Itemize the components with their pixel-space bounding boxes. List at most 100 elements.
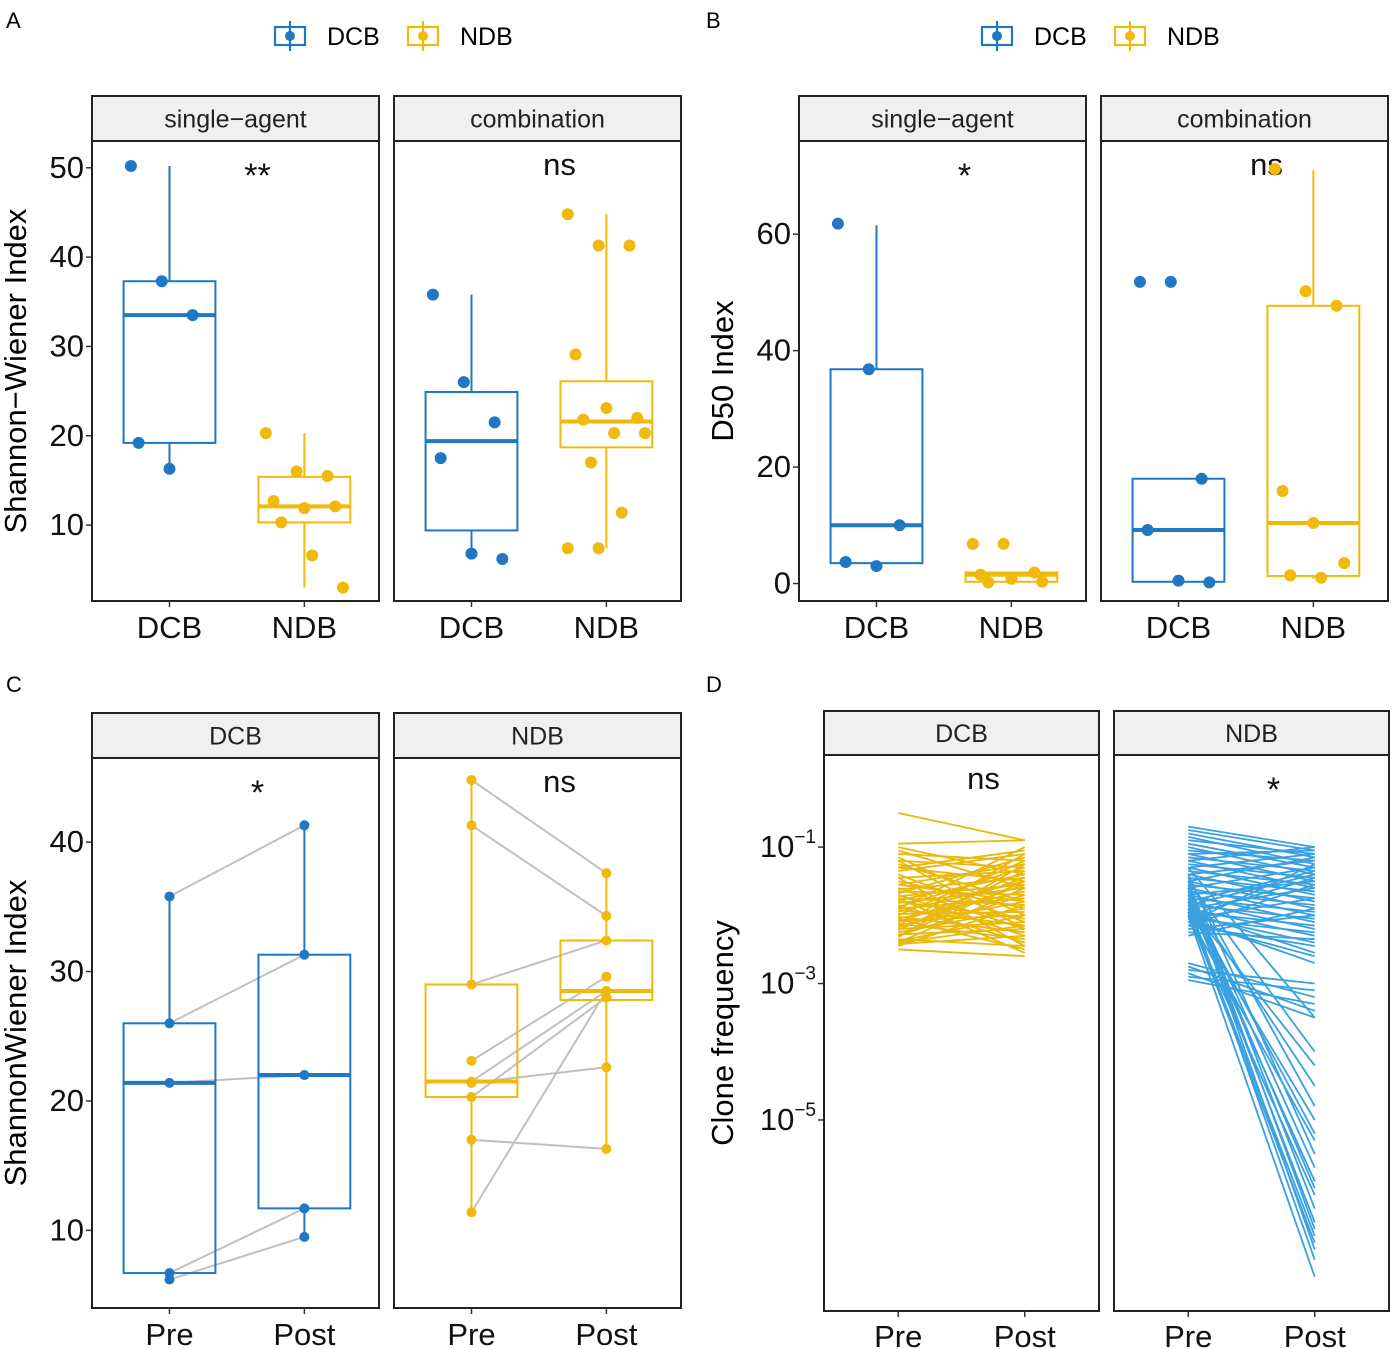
data-point-pre (466, 1134, 477, 1145)
clone-line (897, 853, 1026, 927)
box-ndb (257, 475, 352, 524)
y-tick-label: 40 (50, 824, 84, 859)
data-point (592, 542, 605, 555)
x-tick-label: NDB (979, 610, 1044, 645)
data-point-post (601, 971, 612, 982)
data-point (306, 549, 319, 562)
y-tick-exponent: −5 (794, 1100, 816, 1121)
data-point (561, 542, 574, 555)
y-tick-label: 30 (50, 954, 84, 989)
y-tick-label: 40 (757, 333, 791, 368)
data-point (163, 462, 176, 475)
facet-panel-border (393, 757, 682, 1309)
x-tick-label: Pre (447, 1317, 495, 1349)
clone-line (898, 883, 1025, 903)
data-point (1276, 484, 1289, 497)
data-point-pre (466, 1055, 477, 1066)
data-point (1315, 571, 1328, 584)
y-tick-label: 10 (50, 1212, 84, 1247)
data-point (997, 537, 1010, 550)
y-tick-base: 10 (760, 966, 794, 1001)
data-point (1141, 523, 1154, 536)
data-point (1330, 299, 1343, 312)
facet-strip-label: single−agent (871, 106, 1014, 134)
data-point (592, 239, 605, 252)
panel-letter: B (706, 8, 721, 33)
box-ndb (559, 380, 654, 449)
clone-line (897, 880, 1026, 937)
clone-line (1188, 904, 1315, 920)
clone-line (898, 812, 1025, 842)
y-tick-base: 10 (760, 829, 794, 864)
data-point (615, 506, 628, 519)
facet-panel-border (823, 754, 1100, 1312)
facet-ndb: NDB Pre Post ns (393, 712, 682, 1349)
data-point (465, 547, 478, 560)
box-dcb (122, 280, 217, 444)
data-point (561, 208, 574, 221)
y-tick-label: 10 (50, 507, 84, 542)
data-point-pre (466, 775, 477, 785)
data-point (1284, 569, 1297, 582)
box-pre (122, 1022, 217, 1275)
y-tick-label: 10−3 (760, 964, 816, 1001)
data-point-pre (164, 1077, 175, 1088)
data-point-post (601, 910, 612, 921)
clone-line (1187, 915, 1316, 1278)
data-point (1307, 516, 1320, 529)
data-point-post (299, 1070, 310, 1081)
clone-line (897, 863, 1026, 938)
data-point (831, 217, 844, 230)
data-point-post (299, 820, 310, 831)
y-axis-label: Clone frequency (705, 920, 740, 1146)
y-tick-exponent: −3 (794, 964, 816, 985)
y-tick-base: 10 (760, 1102, 794, 1137)
clone-line (1187, 880, 1316, 1053)
data-point (155, 275, 168, 288)
clone-line (897, 877, 1026, 947)
data-point (584, 456, 597, 469)
clone-line (1187, 972, 1316, 1019)
x-tick-label: NDB (574, 610, 639, 645)
x-tick-label: DCB (844, 610, 909, 645)
facet-strip-label: combination (1177, 106, 1312, 134)
facet-panel-border (393, 140, 682, 602)
facet-panel-border (91, 140, 380, 602)
y-tick-label: 50 (50, 150, 84, 185)
box-dcb (424, 390, 519, 532)
clone-line (1188, 876, 1315, 893)
clone-line (1188, 849, 1315, 862)
data-point-pre (466, 820, 477, 831)
clone-line (1188, 907, 1315, 937)
data-point-post (601, 1062, 612, 1073)
clone-line (898, 948, 1025, 958)
clone-line (898, 924, 1025, 944)
panel-b: B DCB NDB D50 Index 0 20 40 60 single−agent DCB ND… (705, 8, 1389, 645)
facet-single-agent: single−agent DCB NDB * (798, 95, 1087, 645)
data-point (1036, 575, 1049, 588)
facet-strip-label: single−agent (164, 106, 307, 134)
clone-line (1187, 883, 1316, 927)
x-tick-label: Post (994, 1319, 1056, 1349)
clone-line (1187, 911, 1316, 1244)
facet-panel-border (91, 757, 380, 1309)
data-point (631, 411, 644, 424)
data-point-pre (164, 1274, 175, 1285)
data-point (298, 502, 311, 515)
data-point (982, 576, 995, 589)
data-point (1195, 472, 1208, 485)
data-point-post (601, 935, 612, 946)
paired-line (471, 939, 607, 986)
data-point (1133, 275, 1146, 288)
facet-ndb: NDB Pre Post * (1113, 710, 1390, 1349)
data-point (862, 363, 875, 376)
paired-line (169, 953, 305, 1025)
significance-label: ns (543, 147, 576, 182)
y-tick-label: 20 (50, 418, 84, 453)
data-point (1299, 285, 1312, 298)
significance-label: ** (244, 157, 270, 195)
data-point-pre (466, 979, 477, 990)
data-point (1338, 557, 1351, 570)
clone-line (1188, 931, 1315, 941)
box-ndb (1266, 304, 1361, 577)
